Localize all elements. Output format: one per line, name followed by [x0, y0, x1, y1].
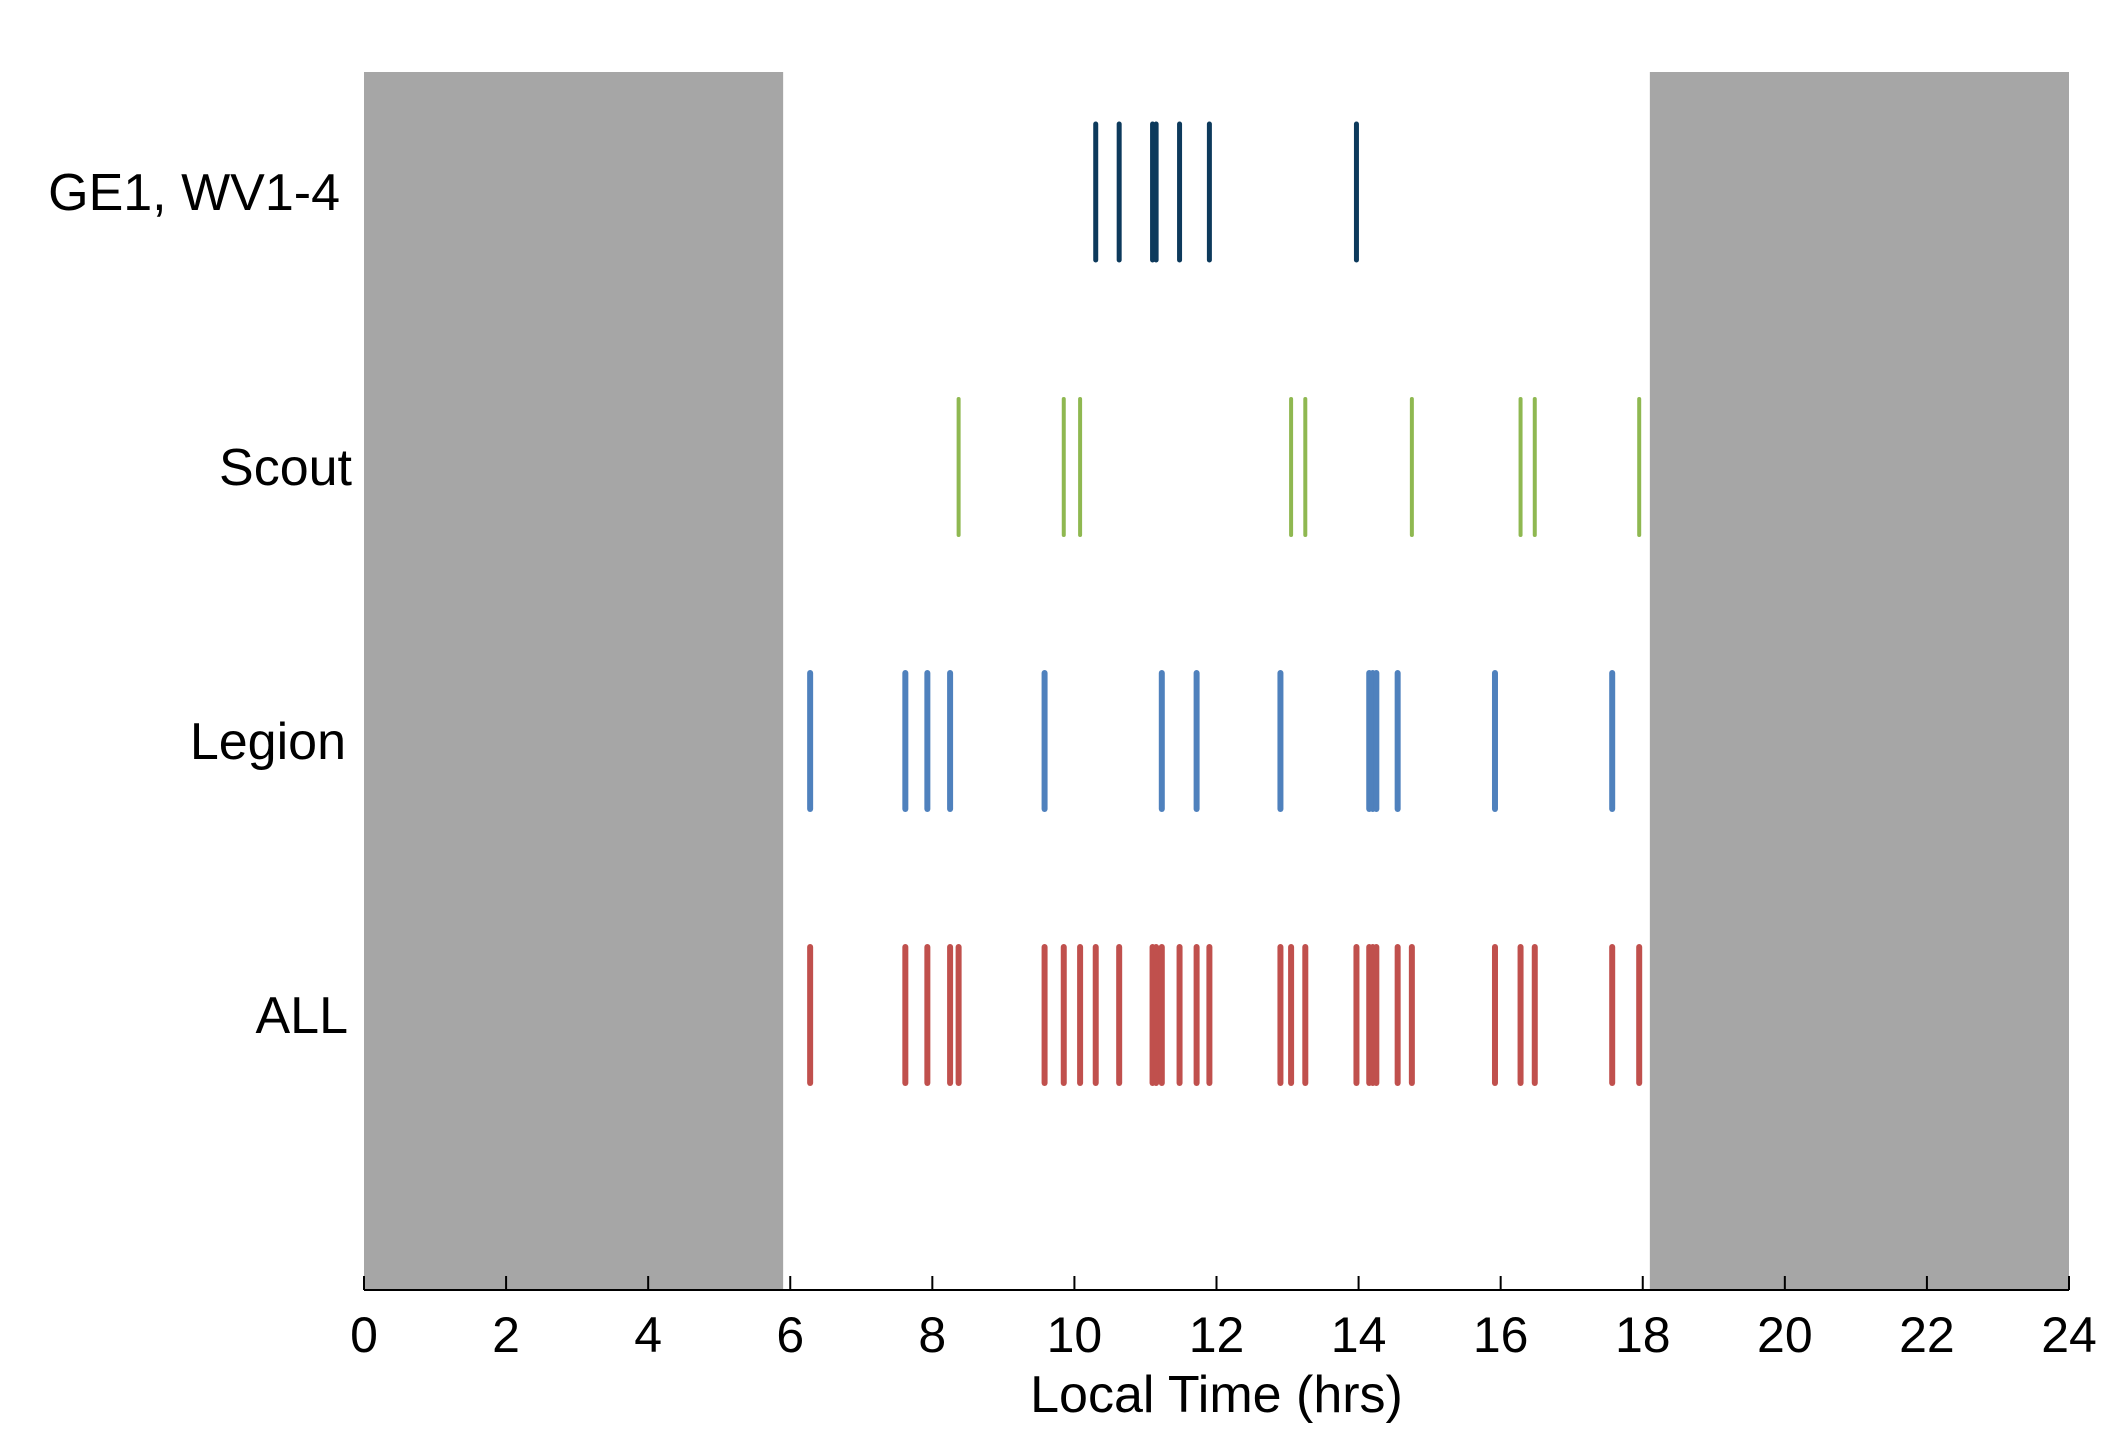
row-labels: GE1, WV1-4 Scout Legion ALL [48, 164, 352, 1045]
x-axis: 0 2 4 6 8 10 12 14 16 18 20 22 24 [350, 1276, 2097, 1363]
x-tick-label-6: 10 [1047, 1307, 1103, 1363]
x-tick-label-7: 12 [1189, 1307, 1245, 1363]
shaded-region-2 [1649, 72, 2069, 1290]
row-label-3: Legion [190, 713, 346, 771]
event-marks [807, 121, 1643, 1086]
x-tick-label-9: 16 [1473, 1307, 1529, 1363]
x-tick-label-8: 14 [1331, 1307, 1387, 1363]
x-tick-label-5: 8 [918, 1307, 946, 1363]
x-tick-label-1: 0 [350, 1307, 378, 1363]
x-tick-label-3: 4 [634, 1307, 662, 1363]
x-tick-label-12: 22 [1899, 1307, 1955, 1363]
x-tick-label-4: 6 [776, 1307, 804, 1363]
x-tick-label-11: 20 [1757, 1307, 1813, 1363]
row-label-4: ALL [255, 987, 348, 1045]
shaded-regions [364, 72, 2069, 1290]
row-label-2: Scout [219, 439, 353, 497]
x-tick-label-13: 24 [2041, 1307, 2097, 1363]
shaded-region-1 [364, 72, 784, 1290]
x-tick-label-10: 18 [1615, 1307, 1671, 1363]
x-tick-label-2: 2 [492, 1307, 520, 1363]
row-label-1: GE1, WV1-4 [48, 164, 340, 222]
x-axis-title: Local Time (hrs) [1030, 1366, 1403, 1424]
